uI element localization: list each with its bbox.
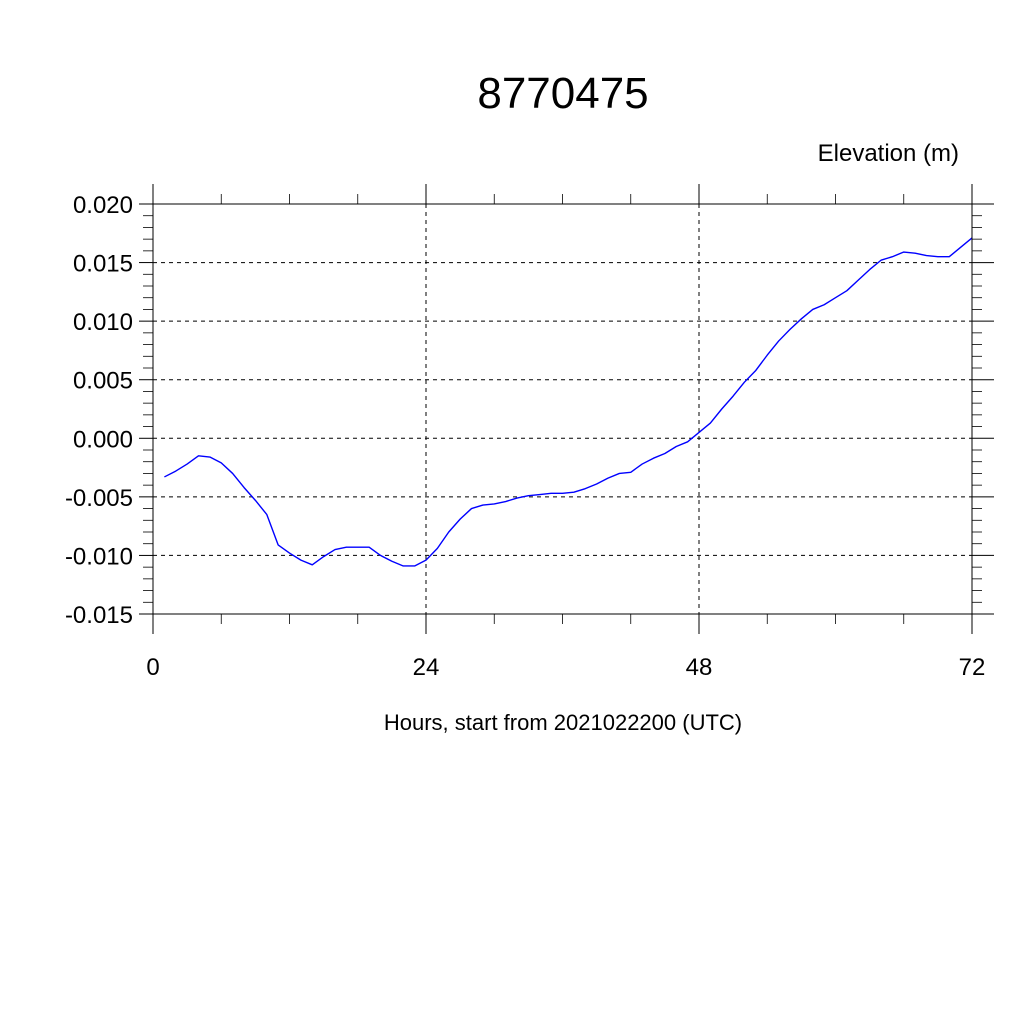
x-tick-label: 0 bbox=[146, 654, 159, 681]
y-tick-label: 0.000 bbox=[73, 426, 133, 453]
series-line-elevation bbox=[164, 237, 973, 567]
chart-title: 8770475 bbox=[477, 69, 648, 118]
x-tick-label: 24 bbox=[413, 654, 440, 681]
x-axis-label: Hours, start from 2021022200 (UTC) bbox=[384, 710, 742, 735]
y-tick-label: 0.005 bbox=[73, 368, 133, 395]
y-tick-label: 0.010 bbox=[73, 309, 133, 336]
y-tick-label: 0.020 bbox=[73, 192, 133, 219]
y-tick-label: -0.010 bbox=[65, 543, 133, 570]
plot-frame bbox=[152, 203, 973, 615]
y-axis-label: Elevation (m) bbox=[818, 140, 959, 167]
tick-labels: -0.015 -0.010 -0.005 0.000 0.005 0.010 0.015 0.… bbox=[65, 192, 985, 681]
series-layer bbox=[164, 237, 973, 567]
x-tick-label: 72 bbox=[959, 654, 986, 681]
y-tick-label: 0.015 bbox=[73, 251, 133, 278]
y-tick-label: -0.015 bbox=[65, 602, 133, 629]
y-tick-label: -0.005 bbox=[65, 485, 133, 512]
x-tick-label: 48 bbox=[686, 654, 713, 681]
axis-ticks bbox=[139, 184, 994, 634]
